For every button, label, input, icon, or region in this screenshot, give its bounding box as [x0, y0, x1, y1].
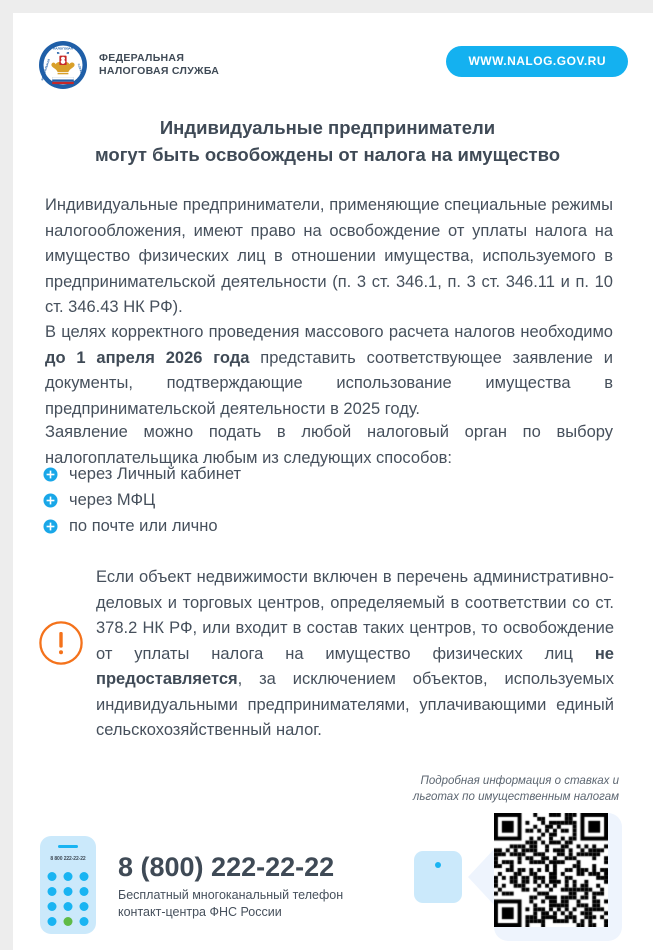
- deadline-date: до 1 апреля 2026 года: [45, 348, 250, 367]
- svg-text:СЛУЖБА: СЛУЖБА: [77, 63, 85, 77]
- plus-circle-icon: [43, 519, 58, 534]
- svg-text:НАЛОГОВАЯ: НАЛОГОВАЯ: [53, 47, 74, 51]
- keypad-dot: [47, 902, 57, 911]
- qr-code-scan-icon[interactable]: [406, 813, 622, 941]
- qr-footnote: Подробная информация о ставках и льготах…: [319, 773, 619, 805]
- page-edge-left: [0, 0, 13, 950]
- page-title-line-2: могут быть освобождены от налога на имущ…: [94, 144, 561, 165]
- keypad-dot: [63, 902, 73, 911]
- list-item[interactable]: по почте или лично: [43, 515, 443, 541]
- phone-info: 8 (800) 222-22-22 Бесплатный многоканаль…: [118, 849, 343, 921]
- mobile-phone-icon: 8 800 222-22-22: [40, 836, 96, 934]
- list-item-label: по почте или лично: [69, 517, 218, 535]
- keypad-dot: [63, 872, 73, 881]
- warning-text: Если объект недвижимости включен в переч…: [96, 565, 614, 744]
- brand-lockup: НАЛОГОВАЯ ФЕДЕРАЛЬНАЯ СЛУЖБА: [38, 40, 219, 90]
- deadline-text-after: представить соответствующее заявление и …: [45, 348, 614, 418]
- plus-circle-icon: [43, 493, 58, 508]
- organization-name: ФЕДЕРАЛЬНАЯ НАЛОГОВАЯ СЛУЖБА: [99, 52, 220, 77]
- website-badge[interactable]: WWW.NALOG.GOV.RU: [446, 46, 628, 77]
- warning-text-after: , за исключением объектов, используемых …: [96, 670, 614, 739]
- qr-panel: [494, 813, 622, 941]
- qr-footnote-line-1: Подробная информация о ставках и: [420, 775, 619, 787]
- phone-caption: Бесплатный многоканальный телефон контак…: [118, 888, 344, 919]
- page-header: НАЛОГОВАЯ ФЕДЕРАЛЬНАЯ СЛУЖБА: [38, 40, 628, 92]
- list-item[interactable]: через Личный кабинет: [43, 463, 443, 489]
- keypad-dot: [47, 887, 57, 896]
- keypad-dot: [47, 917, 57, 926]
- keypad-dot: [79, 887, 89, 896]
- list-item-label: через Личный кабинет: [69, 465, 242, 483]
- page-title: Индивидуальные предприниматели могут быт…: [40, 114, 615, 168]
- page-edge-top: [0, 0, 653, 13]
- paragraph-deadline: В целях корректного проведения массового…: [45, 320, 613, 422]
- submission-methods-list: через Личный кабинет через МФЦ по почт: [43, 463, 443, 541]
- fns-emblem-icon: НАЛОГОВАЯ ФЕДЕРАЛЬНАЯ СЛУЖБА: [38, 40, 88, 90]
- qr-footnote-line-2: льготах по имущественным налогам: [412, 791, 619, 803]
- keypad-dot: [79, 902, 89, 911]
- phone-number: 8 (800) 222-22-22: [118, 852, 335, 882]
- keypad-dot: [79, 872, 89, 881]
- paragraph-submission-intro: Заявление можно подать в любой налоговый…: [45, 423, 613, 467]
- keypad-dot: [63, 887, 73, 896]
- svg-text:ФЕДЕРАЛЬНАЯ: ФЕДЕРАЛЬНАЯ: [40, 58, 51, 81]
- exclamation-circle-icon: [38, 620, 84, 666]
- phone-screen-number: 8 800 222-22-22: [50, 856, 86, 862]
- phone-keypad: [47, 872, 89, 926]
- list-item-label: через МФЦ: [69, 491, 156, 509]
- keypad-dot-call: [63, 917, 73, 926]
- phone-speaker-bar: [58, 845, 78, 848]
- list-item[interactable]: через МФЦ: [43, 489, 443, 515]
- contact-phone-block: 8 800 222-22-22 8 (800) 222-22-22 Беспла…: [40, 836, 343, 934]
- qr-code-image: [494, 813, 608, 927]
- warning-text-before: Если объект недвижимости включен в переч…: [96, 568, 614, 663]
- paragraph-exemption-rights: Индивидуальные предприниматели, применяю…: [45, 196, 613, 316]
- plus-circle-icon: [43, 467, 58, 482]
- warning-emphasis: не предоставляется: [96, 644, 614, 689]
- deadline-text-before: В целях корректного проведения массового…: [45, 323, 613, 341]
- keypad-dot: [47, 872, 57, 881]
- keypad-dot: [79, 917, 89, 926]
- page-title-line-1: Индивидуальные предприниматели: [159, 117, 496, 138]
